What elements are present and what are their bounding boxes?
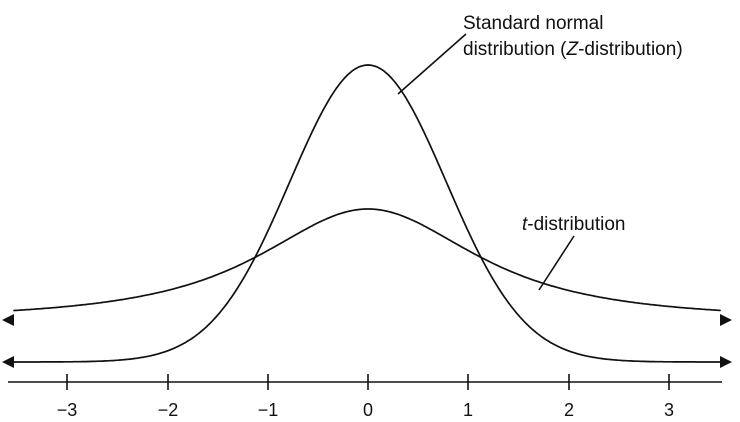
t-label: t-distribution [522, 214, 626, 235]
normal-label-line2-prefix: distribution ( [463, 39, 567, 60]
t-label-suffix: -distribution [527, 214, 625, 235]
normal-label-leader [397, 33, 467, 95]
normal-label-line2: distribution (Z-distribution) [463, 39, 683, 60]
t-left-arrowhead [2, 314, 14, 326]
normal-left-arrowhead [2, 356, 14, 368]
normal-label-line1: Standard normal [463, 13, 603, 34]
tick-label-neg2: −2 [158, 400, 179, 420]
tick-label-neg1: −1 [258, 400, 279, 420]
t-distribution-curve [13, 208, 721, 312]
t-label-italic: t [522, 214, 528, 235]
normal-distribution-curve [13, 64, 721, 363]
normal-label-line2-suffix: -distribution) [578, 39, 683, 60]
tick-label-neg3: −3 [57, 400, 78, 420]
tick-label-pos2: 2 [564, 400, 574, 420]
tick-label-pos3: 3 [664, 400, 674, 420]
tick-label-pos1: 1 [463, 400, 473, 420]
normal-label-z: Z [566, 39, 580, 60]
t-label-leader [538, 235, 575, 291]
normal-right-arrowhead [720, 356, 732, 368]
tick-label-zero: 0 [363, 400, 373, 420]
t-right-arrowhead [720, 314, 732, 326]
